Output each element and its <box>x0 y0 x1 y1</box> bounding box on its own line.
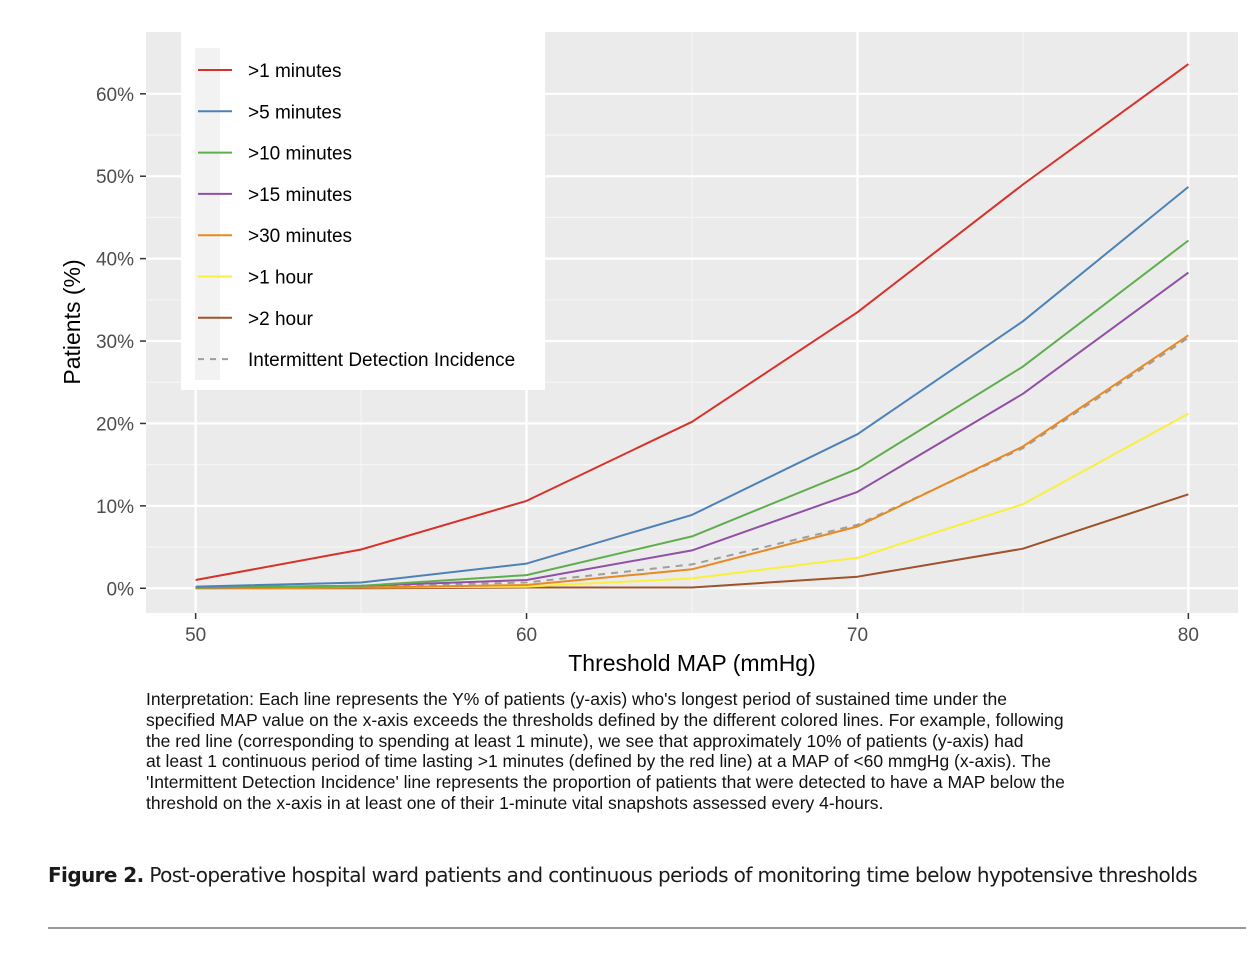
legend-label: >5 minutes <box>248 102 341 123</box>
y-tick-label: 40% <box>96 250 134 271</box>
x-tick-label: 80 <box>1178 625 1199 646</box>
interpretation-line: 'Intermittent Detection Incidence' line … <box>146 772 1065 793</box>
x-axis: 50 60 70 80 <box>185 613 1199 646</box>
interpretation-line: the red line (corresponding to spending … <box>146 730 1024 751</box>
legend-key-background <box>195 48 220 380</box>
figure-caption: Figure 2. Post-operative hospital ward p… <box>48 857 1228 893</box>
legend-label: >1 minutes <box>248 61 341 82</box>
interpretation-line: specified MAP value on the x-axis exceed… <box>146 709 1064 730</box>
chart: 0% 10% 20% 30% 40% 50% 60% 50 60 70 80 Threshold … <box>59 32 1238 676</box>
interpretation-line: threshold on the x-axis in at least one … <box>146 792 884 813</box>
legend-label: >15 minutes <box>248 185 352 206</box>
y-axis-title: Patients (%) <box>59 259 85 384</box>
series-line-30-minutes <box>195 334 1189 590</box>
x-axis-title: Threshold MAP (mmHg) <box>568 650 816 676</box>
x-tick-label: 70 <box>847 625 868 646</box>
figure-caption-text: Post-operative hospital ward patients an… <box>143 863 1198 887</box>
series-lines <box>195 63 1190 590</box>
separator-line <box>48 927 1246 929</box>
interpretation-text: Interpretation: Each line represents the… <box>146 689 1226 814</box>
legend-label: Intermittent Detection Incidence <box>248 350 515 371</box>
y-tick-label: 10% <box>96 497 134 518</box>
legend-label: >30 minutes <box>248 226 352 247</box>
interpretation-line: Interpretation: Each line represents the… <box>146 689 1007 709</box>
y-tick-label: 50% <box>96 167 134 188</box>
series-line-10-minutes <box>195 239 1190 589</box>
y-tick-label: 30% <box>96 332 134 353</box>
legend-label: >10 minutes <box>248 144 352 165</box>
series-line-1-minutes <box>195 63 1189 581</box>
y-axis: 0% 10% 20% 30% 40% 50% 60% <box>96 85 146 600</box>
interpretation-line: at least 1 continuous period of time las… <box>146 751 1051 772</box>
figure-label: Figure 2. <box>48 863 144 887</box>
legend-label: >1 hour <box>248 268 314 289</box>
series-line-intermittent-detection-incidence <box>195 336 1189 590</box>
series-line-5-minutes <box>195 186 1190 588</box>
x-tick-label: 60 <box>516 625 537 646</box>
legend-box <box>181 32 545 390</box>
legend-label: >2 hour <box>248 309 314 330</box>
y-tick-label: 0% <box>107 579 135 600</box>
y-tick-label: 60% <box>96 85 134 106</box>
legend: >1 minutes >5 minutes >10 minutes >15 minut… <box>181 32 545 390</box>
y-tick-label: 20% <box>96 414 134 435</box>
x-tick-label: 50 <box>185 625 206 646</box>
